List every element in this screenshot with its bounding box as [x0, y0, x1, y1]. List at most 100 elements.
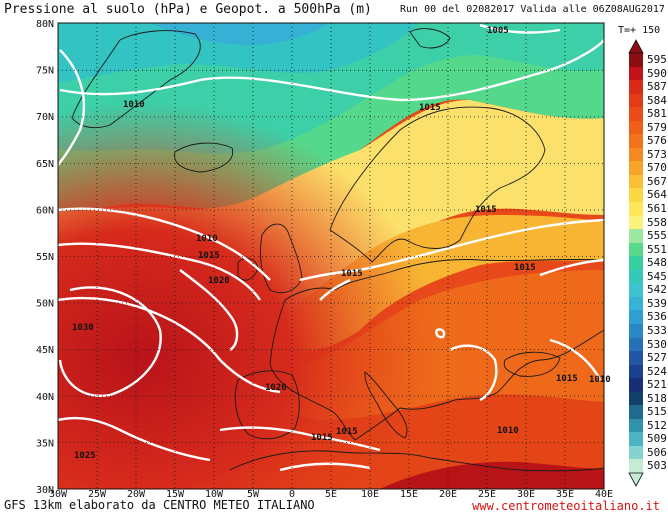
legend-value: 521 [647, 378, 667, 392]
isobar-lines [58, 23, 604, 472]
legend-swatch [629, 269, 643, 284]
legend-swatch [629, 229, 643, 243]
legend-value: 590 [647, 66, 667, 80]
legend-value: 524 [647, 364, 667, 378]
isobar-label: 1025 [74, 451, 96, 461]
lat-tick-label: 45N [36, 345, 54, 356]
legend-swatch [629, 242, 643, 257]
legend-swatch [629, 161, 643, 175]
isobar-label: 1015 [419, 103, 441, 113]
isobar-label: 1015 [475, 205, 497, 215]
lon-tick-label: 15W [166, 489, 185, 500]
forecast-step: T=+ 150 [618, 25, 661, 36]
legend-value: 564 [647, 188, 667, 202]
legend-value: 530 [647, 337, 667, 351]
isobar-label: 1015 [336, 427, 358, 437]
legend-value: 570 [647, 161, 667, 175]
legend-value: 551 [647, 242, 667, 256]
legend-value: 579 [647, 120, 667, 134]
lat-tick-label: 65N [36, 159, 54, 170]
graticule [58, 23, 604, 489]
legend-swatch [629, 107, 643, 121]
lat-tick-label: 55N [36, 252, 54, 263]
lon-tick-label: 10W [205, 489, 224, 500]
lon-tick-label: 35E [556, 489, 574, 500]
isobar-label: 1015 [556, 374, 578, 384]
legend-swatch [629, 351, 643, 365]
legend-swatch [629, 405, 643, 419]
lon-tick-label: 10E [361, 489, 379, 500]
legend-swatch [629, 364, 643, 379]
legend-value: 561 [647, 202, 667, 216]
legend-value: 503 [647, 459, 667, 473]
legend-swatch [629, 310, 643, 324]
lat-tick-label: 70N [36, 112, 54, 123]
lon-tick-label: 15E [400, 489, 418, 500]
legend-value: 567 [647, 174, 667, 188]
legend-value: 542 [647, 283, 667, 297]
footer-credit: GFS 13km elaborato da CENTRO METEO ITALI… [4, 498, 315, 512]
legend-swatch [629, 256, 643, 270]
legend-value: 587 [647, 80, 667, 94]
lat-tick-label: 35N [36, 438, 54, 449]
lon-tick-label: 5W [247, 489, 260, 500]
lon-tick-label: 20W [127, 489, 146, 500]
legend-swatch [629, 174, 643, 189]
lat-tick-label: 60N [36, 205, 54, 216]
legend-value: 533 [647, 323, 667, 337]
lat-tick-label: 75N [36, 66, 54, 77]
legend-swatch [629, 80, 643, 94]
legend-swatch [629, 93, 643, 108]
legend-swatch [629, 323, 643, 338]
legend-swatch [629, 147, 643, 162]
legend-swatch [629, 134, 643, 148]
legend-value: 545 [647, 269, 667, 283]
lon-tick-label: 20E [439, 489, 457, 500]
legend-value: 595 [647, 53, 667, 66]
legend-swatch [629, 418, 643, 433]
lon-tick-label: 25W [88, 489, 107, 500]
isobar-label: 1015 [341, 269, 363, 279]
lon-tick-label: 0 [289, 489, 295, 500]
isobar-label: 1010 [196, 234, 218, 244]
legend-value: 555 [647, 229, 667, 243]
lon-tick-label: 5E [325, 489, 337, 500]
header-bar: Pressione al suolo (hPa) e Geopot. a 500… [0, 0, 668, 20]
legend-value: 548 [647, 256, 667, 270]
footer-website[interactable]: www.centrometeoitaliano.it [472, 499, 660, 513]
legend-value: 512 [647, 418, 667, 432]
legend-swatch [629, 296, 643, 311]
legend-value: 581 [647, 107, 667, 121]
coastlines [71, 28, 604, 472]
legend-swatch [629, 202, 643, 216]
legend-swatch [629, 188, 643, 203]
legend-swatch [629, 215, 643, 230]
legend-swatch [629, 66, 643, 81]
lat-tick-label: 80N [36, 19, 54, 30]
legend-value: 573 [647, 147, 667, 161]
lat-tick-label: 40N [36, 392, 54, 403]
legend-value: 506 [647, 445, 667, 459]
lon-tick-label: 25E [478, 489, 496, 500]
legend-swatch [629, 445, 643, 460]
legend-value: 536 [647, 310, 667, 324]
isobar-label: 1010 [589, 375, 611, 385]
legend-value: 584 [647, 93, 667, 107]
latitude-labels: 80N 75N 70N 65N 60N 55N 50N 45N 40N 35N 30N [36, 19, 54, 496]
lat-tick-label: 50N [36, 299, 54, 310]
isobar-label: 1020 [265, 383, 287, 393]
field-band-590 [380, 461, 604, 489]
run-info: Run 00 del 02082017 Valida alle 06Z08AUG… [400, 4, 665, 15]
legend-value: 518 [647, 391, 667, 405]
legend-value: 558 [647, 215, 667, 229]
legend-swatch [629, 120, 643, 135]
lon-tick-label: 30E [517, 489, 535, 500]
isobar-label: 1010 [497, 426, 519, 436]
legend-swatch [629, 337, 643, 352]
legend-value: 576 [647, 134, 667, 148]
legend-value: 527 [647, 351, 667, 365]
legend-value: 515 [647, 405, 667, 419]
isobar-label: 1020 [208, 276, 230, 286]
